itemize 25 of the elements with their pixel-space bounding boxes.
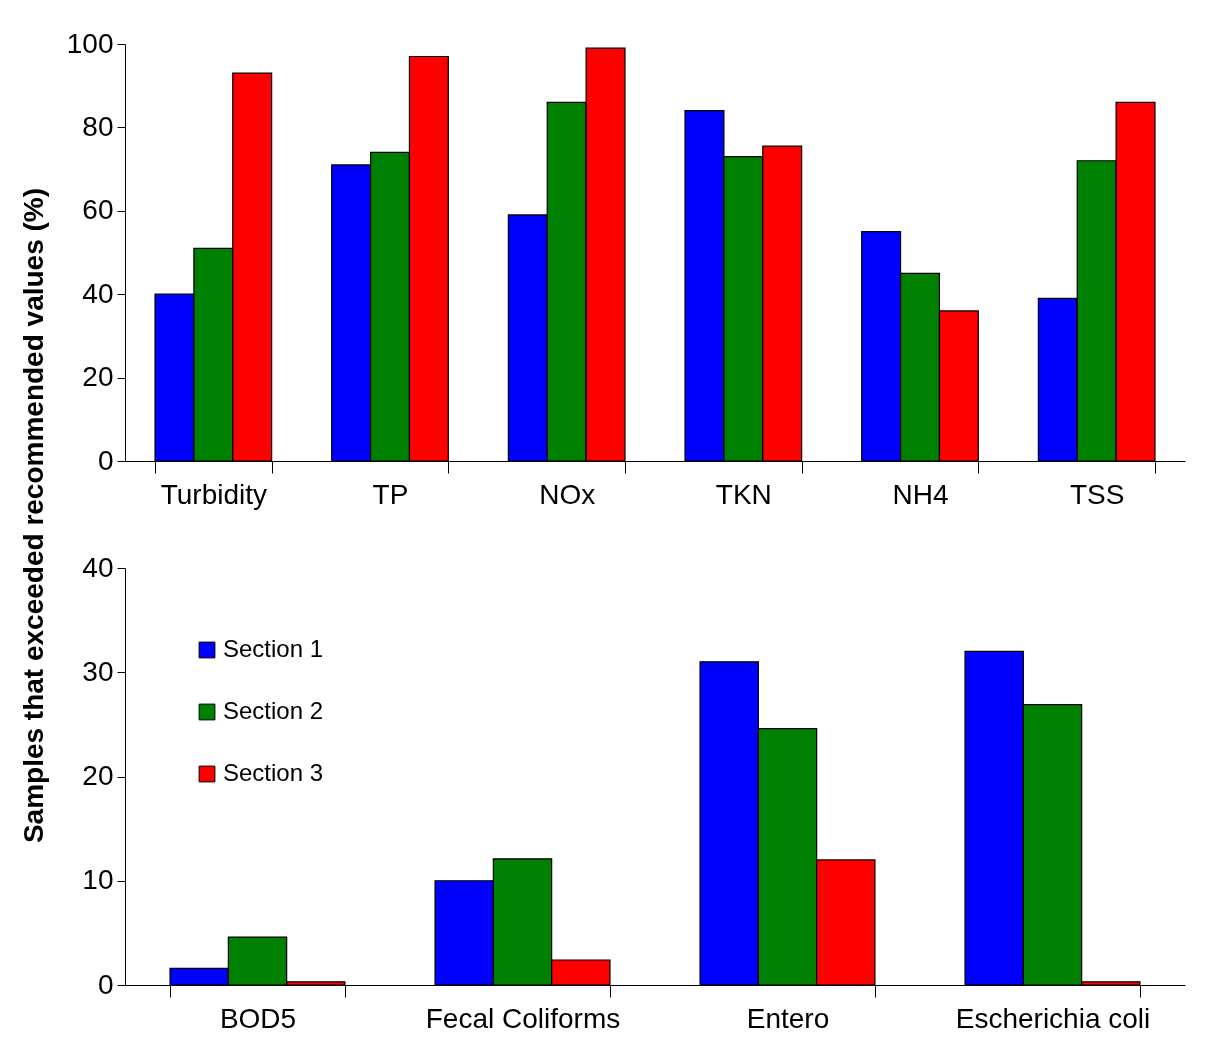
y-tick-label: 0 xyxy=(97,444,114,476)
legend-label: Section 1 xyxy=(223,635,324,662)
y-tick-label: 30 xyxy=(82,655,114,687)
x-tick-label: BOD5 xyxy=(219,1002,297,1034)
x-tick-label: Escherichia coli xyxy=(955,1002,1151,1034)
x-tick-label: NOx xyxy=(539,478,596,510)
y-tick-label: 40 xyxy=(82,551,114,583)
legend-label: Section 2 xyxy=(223,697,324,724)
x-tick-label: TKN xyxy=(715,478,772,510)
legend-label: Section 3 xyxy=(223,759,324,786)
x-tick-label: NH4 xyxy=(892,478,949,510)
y-tick-label: 80 xyxy=(82,110,114,142)
y-tick-label: 20 xyxy=(82,760,114,791)
x-tick-label: Entero xyxy=(746,1002,830,1034)
y-tick-label: 0 xyxy=(97,968,114,1000)
x-tick-label: TP xyxy=(372,478,409,510)
y-axis-title: Samples that exceeded recommended values (%) xyxy=(17,187,49,844)
x-tick-label: Turbidity xyxy=(160,478,267,510)
y-tick-label: 100 xyxy=(66,27,114,59)
x-tick-label: TSS xyxy=(1069,478,1125,510)
y-tick-label: 20 xyxy=(82,361,114,393)
y-tick-label: 10 xyxy=(82,864,114,896)
y-tick-label: 60 xyxy=(82,194,114,226)
x-tick-label: Fecal Coliforms xyxy=(425,1002,621,1034)
y-tick-label: 40 xyxy=(82,277,114,309)
